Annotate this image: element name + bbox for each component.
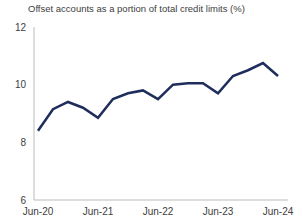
svg-text:8: 8 [20, 137, 26, 148]
svg-text:12: 12 [15, 22, 27, 33]
svg-text:Jun-21: Jun-21 [83, 206, 114, 216]
svg-text:Jun-22: Jun-22 [143, 206, 174, 216]
svg-text:10: 10 [15, 79, 27, 90]
svg-text:Jun-20: Jun-20 [23, 206, 54, 216]
svg-text:6: 6 [20, 195, 26, 206]
svg-text:Jun-23: Jun-23 [203, 206, 234, 216]
svg-text:Jun-24: Jun-24 [263, 206, 294, 216]
html-text:Offset accounts as a portion o: Offset accounts as a portion of total cr… [28, 3, 245, 14]
